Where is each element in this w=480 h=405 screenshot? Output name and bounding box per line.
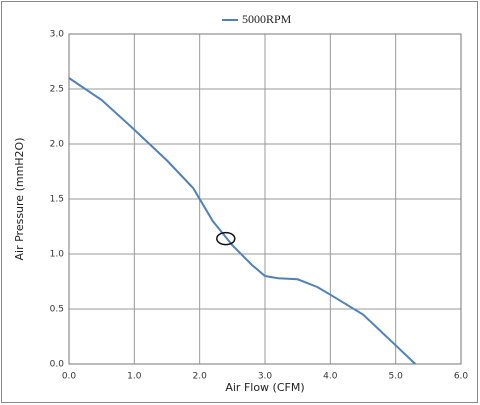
- x-tick-label: 5.0: [389, 372, 404, 382]
- y-tick-label: 1.5: [50, 195, 64, 205]
- y-tick-label: 1.0: [50, 250, 65, 260]
- highlight-marker: [216, 231, 236, 246]
- x-tick-label: 4.0: [323, 372, 338, 382]
- x-tick-label: 3.0: [258, 372, 273, 382]
- y-tick-label: 2.0: [50, 140, 65, 150]
- y-tick-label: 0.5: [50, 305, 64, 315]
- y-tick-label: 2.5: [50, 85, 64, 95]
- x-axis-label: Air Flow (CFM): [225, 381, 304, 394]
- x-tick-label: 2.0: [193, 372, 208, 382]
- data-line: [68, 77, 416, 365]
- legend-label: 5000RPM: [242, 12, 292, 26]
- plot-border: [68, 33, 462, 365]
- x-tick-label: 1.0: [127, 372, 142, 382]
- x-tick-label: 0.0: [62, 372, 77, 382]
- x-tick-label: 6.0: [454, 372, 469, 382]
- y-tick-label: 3.0: [50, 30, 65, 40]
- y-tick-label: 0.0: [50, 360, 65, 370]
- y-axis-label: Air Pressure (mmH2O): [13, 137, 26, 260]
